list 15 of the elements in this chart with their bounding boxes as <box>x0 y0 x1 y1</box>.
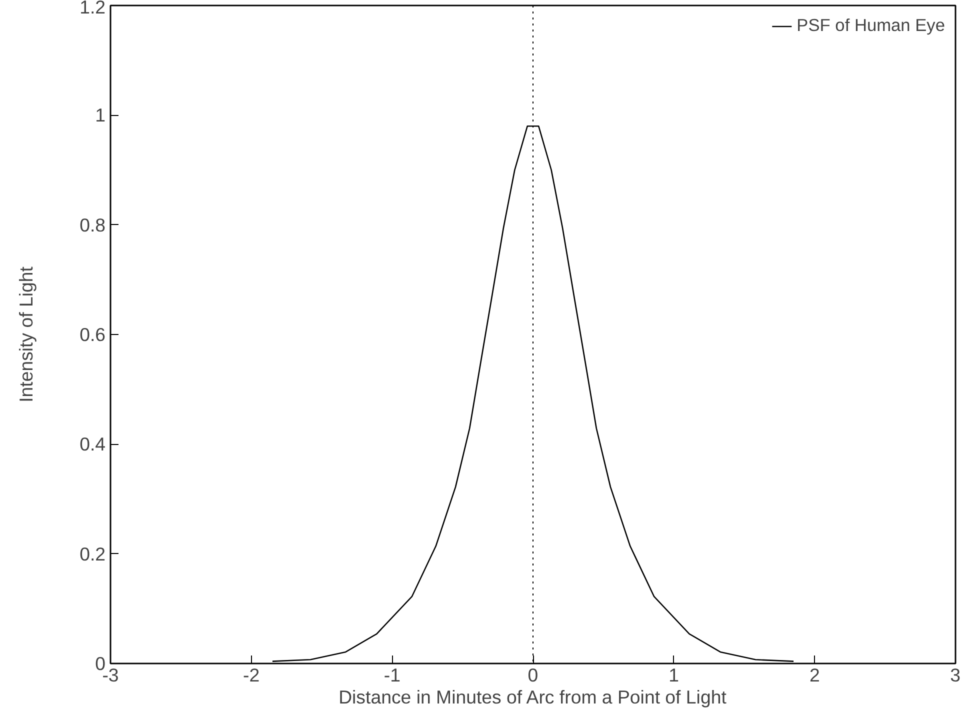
y-axis-title: Intensity of Light <box>16 266 37 402</box>
x-tick-label: 2 <box>809 664 820 686</box>
x-axis-title: Distance in Minutes of Arc from a Point of Light <box>338 686 728 708</box>
y-tick-label: 0.4 <box>80 434 106 455</box>
y-tick-label: 1.2 <box>80 0 106 18</box>
y-tick-label: 0.8 <box>80 214 106 236</box>
y-tick-label: 1 <box>95 104 106 126</box>
legend-label: PSF of Human Eye <box>796 15 945 36</box>
x-tick-label: 3 <box>950 664 961 686</box>
x-tick-label: -1 <box>384 664 400 686</box>
x-tick-label: 0 <box>528 664 538 686</box>
x-tick-label: 1 <box>668 664 680 686</box>
y-tick-label: 0.6 <box>80 324 106 345</box>
x-tick-label: -2 <box>243 664 260 686</box>
y-tick-label: 0.2 <box>80 543 106 564</box>
